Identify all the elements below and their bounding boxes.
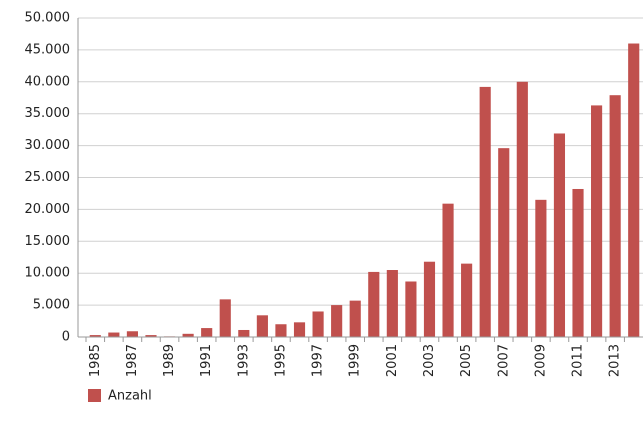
bar [479,86,491,338]
x-tick-label: 2011 [571,344,586,377]
x-tick-label: 1993 [236,344,251,377]
bar [423,261,436,337]
y-tick-label: 40.000 [25,74,71,89]
bar [628,43,640,338]
bar [405,281,417,337]
x-tick-label: 2007 [496,344,511,377]
x-tick-label: 1985 [88,344,103,377]
x-tick-label: 1989 [162,344,177,377]
y-tick-label: 35.000 [25,106,71,121]
bar [293,322,306,337]
bar [201,328,213,337]
x-tick-label: 1995 [273,344,288,377]
bar [442,203,454,337]
x-tick-label: 2013 [608,344,623,377]
y-tick-label: 20.000 [25,202,71,217]
y-tick-label: 25.000 [25,170,71,185]
bar [238,329,250,337]
bar [145,335,157,337]
bar [256,315,268,337]
bar [591,105,603,337]
y-tick-label: 45.000 [25,42,71,57]
x-tick-label: 1991 [199,344,214,377]
legend-label: Anzahl [108,389,152,404]
bar [182,333,194,337]
y-tick-label: 50.000 [25,11,71,26]
bar [498,148,510,337]
y-tick-label: 0 [62,330,70,345]
x-tick-label: 2005 [459,344,474,377]
y-tick-label: 30.000 [25,138,71,153]
bar [553,133,566,337]
bar [349,300,361,337]
bar [461,263,473,337]
bar [535,199,547,337]
x-tick-label: 1997 [311,344,326,377]
y-tick-label: 5.000 [33,298,70,313]
bar [386,270,398,337]
x-tick-label: 2001 [385,344,400,377]
bar [126,331,138,337]
bar [89,335,101,337]
x-tick-label: 2003 [422,344,437,377]
y-tick-label: 15.000 [25,234,71,249]
bar [572,188,584,337]
bar [312,311,324,337]
legend-swatch [88,389,101,402]
bar [368,271,380,337]
x-tick-label: 2009 [533,344,548,377]
bar [609,95,621,337]
bar [108,332,120,337]
bar [275,324,287,337]
x-tick-label: 1999 [348,344,363,377]
x-tick-label: 1987 [125,344,140,377]
bar [219,299,231,337]
bar [516,81,528,337]
bar [331,305,343,337]
y-tick-label: 10.000 [25,266,71,281]
